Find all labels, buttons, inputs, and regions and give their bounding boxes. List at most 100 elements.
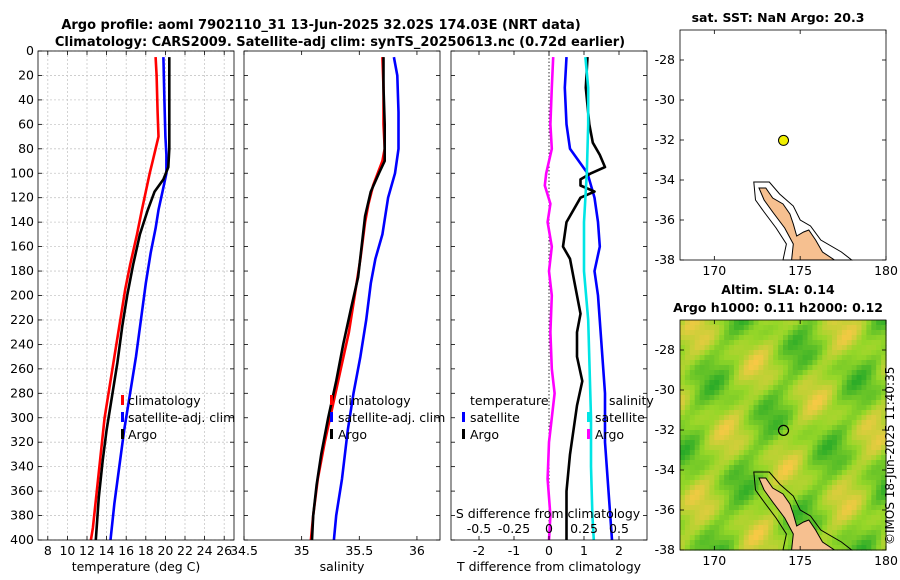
- sla-cell: [822, 520, 828, 526]
- sla-cell: [876, 435, 882, 441]
- sla-cell: [714, 390, 720, 396]
- sla-cell: [851, 530, 858, 536]
- sla-cell: [783, 320, 789, 326]
- sla-cell: [763, 365, 769, 371]
- sla-cell: [846, 375, 853, 381]
- sla-cell: [758, 485, 764, 491]
- sla-cell: [846, 500, 853, 506]
- sla-cell: [827, 510, 833, 516]
- sla-cell: [694, 375, 701, 381]
- sla-cell: [773, 350, 779, 356]
- sla-cell: [709, 350, 715, 356]
- legend-label: satellite-adj. clim: [128, 410, 235, 425]
- x-tick-label: 2: [615, 543, 623, 558]
- sla-cell: [699, 405, 706, 411]
- sla-cell: [709, 345, 715, 351]
- sla-cell: [699, 465, 706, 471]
- sla-cell: [797, 470, 804, 476]
- sla-cell: [709, 440, 715, 446]
- y-tick-label: 160: [10, 239, 34, 254]
- sla-cell: [709, 385, 715, 391]
- sla-cell: [709, 510, 715, 516]
- sla-cell: [763, 450, 769, 456]
- sla-cell: [763, 400, 769, 406]
- sla-cell: [724, 440, 730, 446]
- sla-cell: [866, 350, 872, 356]
- sla-cell: [724, 465, 730, 471]
- sla-cell: [832, 465, 838, 471]
- sla-cell: [694, 385, 701, 391]
- sla-cell: [876, 400, 882, 406]
- sla-cell: [881, 510, 887, 516]
- sla-cell: [851, 375, 858, 381]
- sla-cell: [797, 450, 804, 456]
- sla-cell: [768, 470, 774, 476]
- sla-cell: [704, 545, 711, 551]
- sla-cell: [797, 425, 804, 431]
- sla-cell: [827, 350, 833, 356]
- sla-cell: [807, 490, 814, 496]
- sla-cell: [729, 430, 735, 436]
- sla-cell: [684, 505, 691, 511]
- y-tick-label: 320: [10, 434, 34, 449]
- sla-cell: [856, 520, 863, 526]
- sla-cell: [802, 395, 809, 401]
- sla-cell: [680, 450, 686, 456]
- sla-cell: [680, 475, 686, 481]
- sla-cell: [689, 400, 696, 406]
- sla-cell: [709, 415, 715, 421]
- sla-cell: [684, 375, 691, 381]
- sla-cell: [743, 445, 750, 451]
- sla-cell: [694, 460, 701, 466]
- sla-cell: [856, 535, 863, 541]
- sla-cell: [841, 380, 848, 386]
- sla-cell: [763, 370, 769, 376]
- sla-cell: [738, 410, 745, 416]
- sla-cell: [856, 370, 863, 376]
- sla-cell: [694, 485, 701, 491]
- sla-cell: [812, 525, 818, 531]
- sla-cell: [822, 440, 828, 446]
- sla-cell: [689, 385, 696, 391]
- sla-cell: [792, 450, 799, 456]
- sla-cell: [871, 390, 877, 396]
- sla-cell: [714, 425, 720, 431]
- sla-cell: [684, 455, 691, 461]
- sla-cell: [812, 385, 818, 391]
- sla-cell: [689, 445, 696, 451]
- x-tick-label: 10: [59, 543, 75, 558]
- sla-cell: [783, 375, 789, 381]
- sla-cell: [748, 470, 755, 476]
- sla-cell: [792, 415, 799, 421]
- sla-cell: [817, 415, 823, 421]
- sla-cell: [704, 390, 711, 396]
- sla-cell: [704, 425, 711, 431]
- sla-cell: [817, 475, 823, 481]
- sla-cell: [787, 445, 794, 451]
- sla-cell: [832, 485, 838, 491]
- sla-cell: [787, 330, 794, 336]
- sla-cell: [699, 365, 706, 371]
- sla-cell: [812, 415, 818, 421]
- sla-cell: [841, 505, 848, 511]
- sla-cell: [787, 530, 794, 536]
- sla-cell: [807, 440, 814, 446]
- sla-cell: [778, 395, 784, 401]
- legend-title-temperature: temperature: [470, 393, 549, 408]
- sla-cell: [787, 365, 794, 371]
- sla-cell: [861, 385, 867, 391]
- sla-cell: [719, 520, 725, 526]
- sla-cell: [807, 335, 814, 341]
- sla-cell: [851, 345, 858, 351]
- sla-cell: [694, 450, 701, 456]
- sla-cell: [836, 425, 843, 431]
- sla-cell: [822, 525, 828, 531]
- sla-cell: [792, 495, 799, 501]
- sla-cell: [699, 475, 706, 481]
- sla-cell: [738, 540, 745, 546]
- sla-cell: [841, 535, 848, 541]
- sla-cell: [787, 465, 794, 471]
- sla-cell: [768, 385, 774, 391]
- sla-cell: [719, 525, 725, 531]
- sla-cell: [724, 345, 730, 351]
